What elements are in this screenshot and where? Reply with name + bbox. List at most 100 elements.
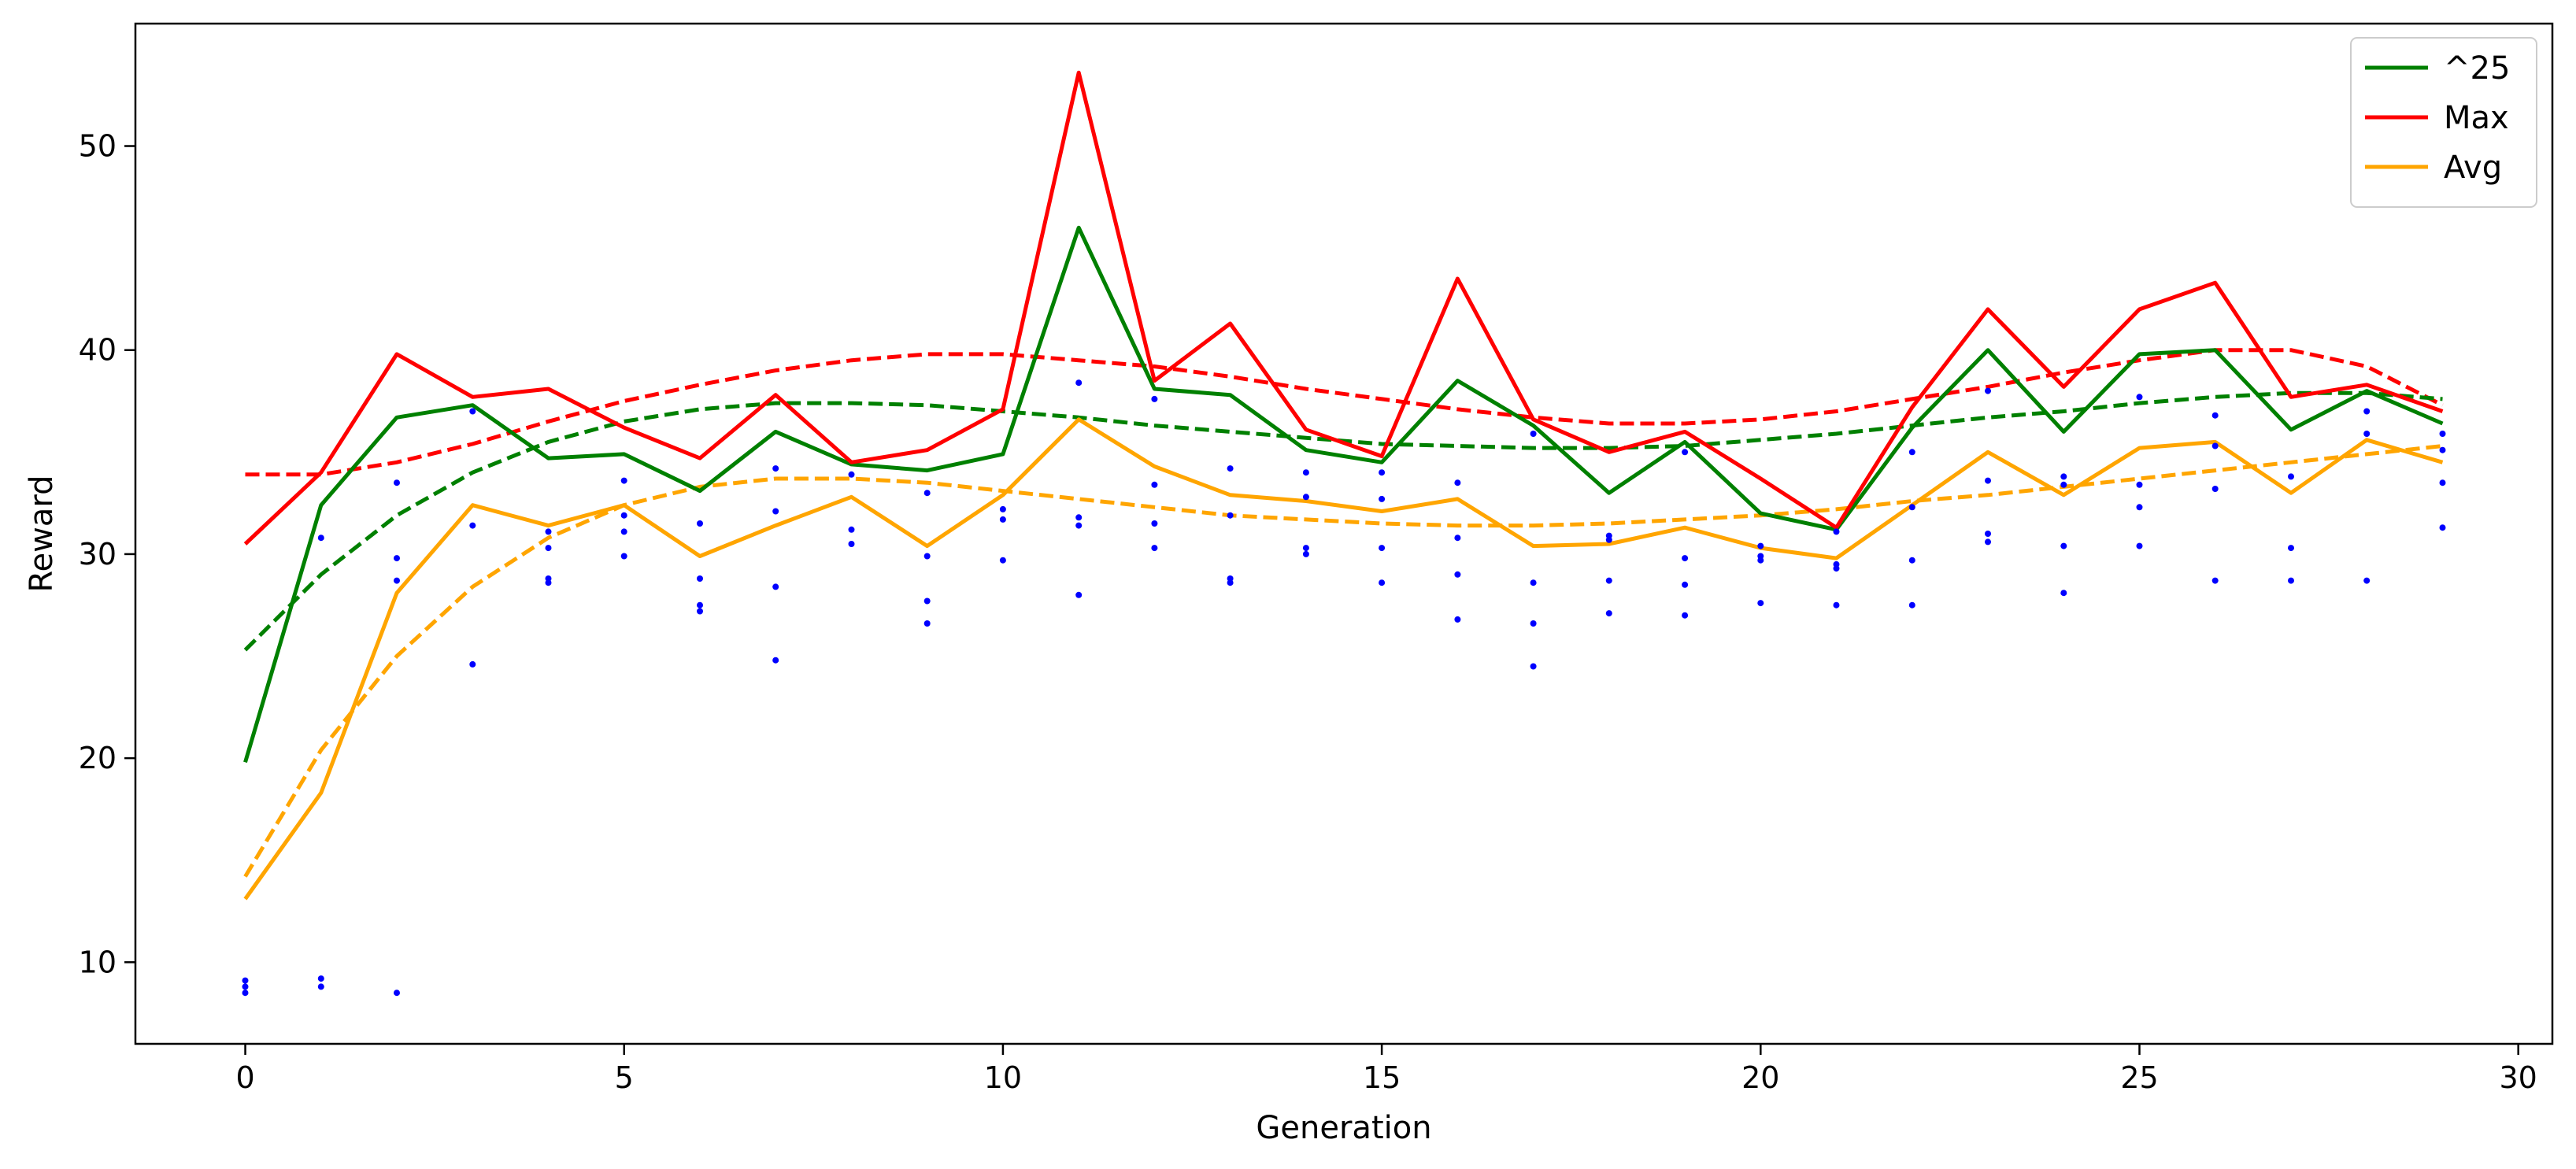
scatter-point [1530,579,1537,586]
scatter-point [697,608,703,615]
scatter-point [2288,545,2294,552]
scatter-point [1302,494,1309,501]
scatter-point [1682,612,1689,619]
scatter-point [1227,579,1234,586]
scatter-point [545,545,552,552]
scatter-point [772,465,779,472]
scatter-point [394,577,400,584]
scatter-point [317,535,324,542]
scatter-point [545,579,552,586]
scatter-point [772,508,779,515]
scatter-point [620,528,627,535]
scatter-point [1605,536,1612,543]
scatter-point [1151,395,1158,402]
scatter-point [2136,394,2143,401]
trend-line-5 [243,444,2443,878]
scatter-point [317,975,324,982]
scatter-point [2136,481,2143,488]
x-tick-label: 10 [984,1060,1022,1095]
scatter-point [923,490,931,497]
scatter-point [1985,387,1991,394]
scatter-point [1075,522,1083,529]
scatter-point [620,512,627,519]
scatter-point [1908,504,1915,511]
scatter-point [697,575,703,582]
scatter-point [2439,524,2446,531]
legend-entries: ^25 Max Avg [2365,50,2510,186]
scatter-point [999,516,1006,523]
series-line-0 [243,225,2444,764]
scatter-point [1833,601,1840,609]
scatter-point [1379,579,1386,586]
scatter-point [772,583,779,590]
scatter-point [1302,545,1309,552]
scatter-point [2060,590,2067,597]
scatter-point [1379,495,1386,502]
scatter-point [1605,577,1612,584]
scatter-point [2136,504,2143,511]
scatter-point [2211,577,2219,584]
scatter-point [1530,431,1537,437]
scatter-point [1075,591,1083,598]
scatter-point [2060,481,2067,488]
scatter-point [2211,412,2219,419]
x-tick-label: 30 [2500,1060,2537,1095]
scatter-point [1454,616,1461,623]
scatter-point [848,541,855,547]
scatter-point [2439,479,2446,486]
scatter-point [1757,557,1764,564]
x-axis-label: Generation [1256,1110,1431,1146]
scatter-point [469,522,476,529]
scatter-point [923,620,931,627]
scatter-point [2136,542,2143,549]
scatter-point [2288,473,2294,480]
scatter-point [469,408,476,415]
scatter-point [1075,379,1083,387]
x-tick-label: 20 [1741,1060,1779,1095]
scatter-point [1151,520,1158,527]
scatter-point [1985,477,1991,484]
x-axis-ticks: 0 5 10 15 20 25 30 [235,1044,2537,1095]
scatter-point [1151,481,1158,488]
scatter-point [2060,542,2067,549]
trend-line-4 [243,390,2443,652]
x-tick-label: 0 [235,1060,254,1095]
y-tick-label: 10 [79,945,117,979]
scatter-point [242,990,249,997]
scatter-point [2363,577,2371,584]
series-line-1 [243,70,2444,546]
scatter-point [1985,531,1991,537]
scatter-point [1530,663,1537,670]
scatter-point [1908,557,1915,564]
y-axis-ticks: 10 20 30 40 50 [79,129,135,979]
scatter-point [1985,538,1991,546]
scatter-point [2439,431,2446,437]
scatter-point [697,520,703,527]
y-tick-label: 30 [79,537,117,572]
scatter-point [848,471,855,478]
scatter-point [2060,473,2067,480]
y-tick-label: 20 [79,741,117,775]
scatter-point [1227,512,1234,519]
scatter-point [1833,565,1840,572]
scatter-point [1757,600,1764,607]
scatter-point [1379,545,1386,552]
x-tick-label: 5 [615,1060,634,1095]
scatter-point [394,555,400,562]
scatter-point [1530,620,1537,627]
scatter-point [697,601,703,609]
scatter-point [1833,528,1840,535]
scatter-point [848,526,855,533]
scatter-point [620,477,627,484]
scatter-layer [242,379,2446,997]
scatter-point [394,990,400,997]
plot-frame [134,22,2554,1045]
legend: ^25 Max Avg [2350,37,2537,208]
legend-label: Avg [2444,150,2502,186]
y-tick-label: 40 [79,333,117,368]
scatter-point [545,528,552,535]
scatter-point [2288,577,2294,584]
scatter-point [317,983,324,990]
scatter-point [1605,610,1612,617]
scatter-point [1454,571,1461,578]
